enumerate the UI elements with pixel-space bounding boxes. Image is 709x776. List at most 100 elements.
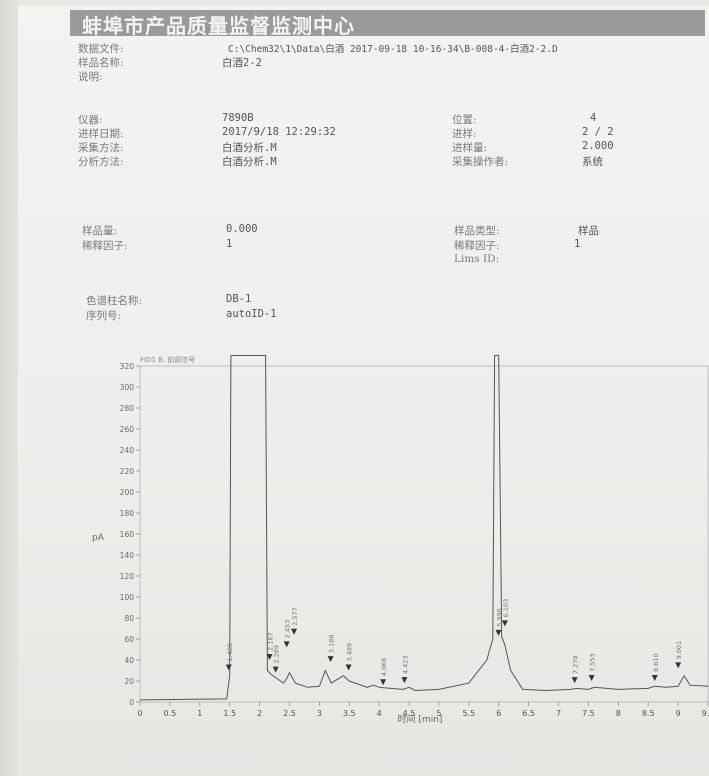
dilution-right-label: 稀释因子: — [454, 240, 500, 252]
peak-marker — [501, 620, 508, 627]
y-tick-label: 260 — [120, 425, 135, 434]
serial-label: 序列号: — [86, 310, 122, 322]
x-tick-label: 3 — [317, 709, 322, 718]
x-tick-label: 1 — [197, 709, 202, 718]
column-name-value: DB-1 — [226, 293, 252, 305]
peak-marker — [291, 628, 298, 635]
peak-marker — [225, 664, 232, 671]
analysis-method-label: 分析方法: — [78, 156, 124, 168]
paper-edge — [0, 0, 18, 776]
y-tick-label: 280 — [120, 404, 135, 413]
peak-label: 4.066 — [380, 658, 388, 677]
x-tick-label: 6.5 — [522, 709, 535, 718]
dilution-right-value: 1 — [574, 238, 581, 250]
x-tick-label: 3.5 — [343, 709, 356, 718]
peak-label: 7.553 — [589, 653, 597, 672]
y-tick-label: 140 — [120, 551, 135, 560]
serial-value: autoID-1 — [226, 308, 277, 320]
peak-label: 9.001 — [675, 641, 683, 660]
x-tick-label: 7.5 — [582, 709, 595, 718]
acq-method-label: 采集方法: — [78, 142, 124, 154]
y-tick-label: 60 — [124, 635, 134, 644]
peak-marker — [401, 677, 408, 684]
x-tick-label: 9.5 — [702, 709, 709, 718]
lims-id-label: Lims ID: — [454, 253, 500, 265]
position-value: 4 — [590, 112, 597, 124]
data-file-value: C:\Chem32\1\Data\白酒 2017-09-18 10-16-34\… — [228, 44, 558, 55]
description-label: 说明: — [78, 71, 103, 83]
peak-marker — [651, 675, 658, 681]
column-name-label: 色谱柱名称: — [86, 295, 143, 307]
x-tick-label: 4.5 — [403, 709, 416, 718]
x-tick-label: 7 — [556, 709, 561, 718]
y-tick-label: 80 — [124, 614, 134, 623]
y-tick-label: 200 — [120, 488, 135, 497]
peak-label: 7.270 — [572, 655, 580, 674]
x-tick-label: 8.5 — [642, 709, 655, 718]
peak-label: 6.103 — [502, 599, 510, 618]
x-tick-label: 5 — [436, 709, 441, 718]
x-axis: 0 0.5 1 1.5 2 2.5 3 3.5 4 4.5 5 5.5 6 6.5 7 7.5 8 8.5 9 9.5 — [137, 702, 709, 718]
sample-amount-value: 0.000 — [226, 223, 258, 235]
x-tick-label: 1.5 — [223, 709, 236, 718]
injection-date-label: 进样日期: — [78, 128, 124, 140]
peak-label: 4.423 — [401, 655, 409, 674]
peak-label: 3.489 — [346, 643, 354, 662]
x-tick-label: 5.5 — [462, 709, 475, 718]
y-tick-label: 180 — [120, 509, 135, 518]
peak-marker — [327, 656, 334, 663]
dilution-left-value: 1 — [226, 238, 233, 250]
dilution-left-label: 稀释因子: — [82, 240, 128, 252]
peak-marker — [345, 664, 352, 671]
y-tick-label: 120 — [120, 572, 135, 581]
peak-marker — [380, 679, 387, 686]
acq-method-value: 白酒分析.M — [222, 142, 277, 154]
injection-value: 2 / 2 — [582, 126, 614, 138]
chart-title: FID1 B, 前部信号 — [140, 355, 195, 364]
instrument-label: 仪器: — [78, 114, 103, 126]
peak-label: 8.610 — [652, 653, 660, 672]
y-tick-label: 20 — [124, 677, 134, 686]
peak-marker — [588, 675, 595, 681]
y-tick-label: 320 — [120, 362, 135, 371]
report-title: 蚌埠市产品质量监督监测中心 — [82, 14, 355, 38]
x-tick-label: 0 — [137, 709, 142, 718]
x-tick-label: 8 — [616, 709, 621, 718]
x-tick-label: 0.5 — [164, 709, 177, 718]
sample-amount-label: 样品量: — [82, 225, 118, 237]
header-bar — [70, 10, 705, 36]
x-tick-label: 9 — [676, 709, 681, 718]
x-tick-label: 4 — [377, 709, 382, 718]
injection-date-value: 2017/9/18 12:29:32 — [222, 126, 336, 138]
peak-label: 2.269 — [273, 645, 281, 664]
peak-label: 2.167 — [267, 632, 275, 651]
data-file-label: 数据文件: — [78, 43, 124, 55]
x-axis-label: 时间 [min] — [398, 713, 443, 725]
y-tick-label: 160 — [120, 530, 135, 539]
x-tick-label: 2 — [257, 709, 262, 718]
chromatogram-trace — [139, 355, 709, 701]
x-tick-label: 6 — [496, 709, 501, 718]
sample-type-value: 样品 — [578, 225, 599, 237]
peak-marker — [272, 666, 279, 673]
operator-value: 系统 — [582, 156, 603, 168]
peak-label: 1.485 — [226, 643, 234, 662]
peak-marker — [675, 662, 682, 669]
y-tick-label: 240 — [120, 446, 135, 455]
y-tick-label: 0 — [129, 698, 134, 707]
analysis-method-value: 白酒分析.M — [222, 156, 277, 168]
sample-name-label: 样品名称: — [78, 57, 124, 69]
peak-marker — [571, 677, 578, 684]
sample-type-label: 样品类型: — [454, 225, 500, 237]
peak-marker — [266, 654, 273, 660]
instrument-value: 7890B — [222, 112, 254, 124]
peak-label: 5.996 — [495, 608, 503, 627]
y-tick-label: 40 — [124, 656, 134, 665]
y-tick-label: 100 — [120, 593, 135, 602]
injection-label: 进样: — [452, 128, 477, 140]
injection-volume-value: 2.000 — [582, 140, 614, 152]
peak-label: 2.577 — [291, 607, 299, 626]
position-label: 位置: — [452, 114, 477, 126]
